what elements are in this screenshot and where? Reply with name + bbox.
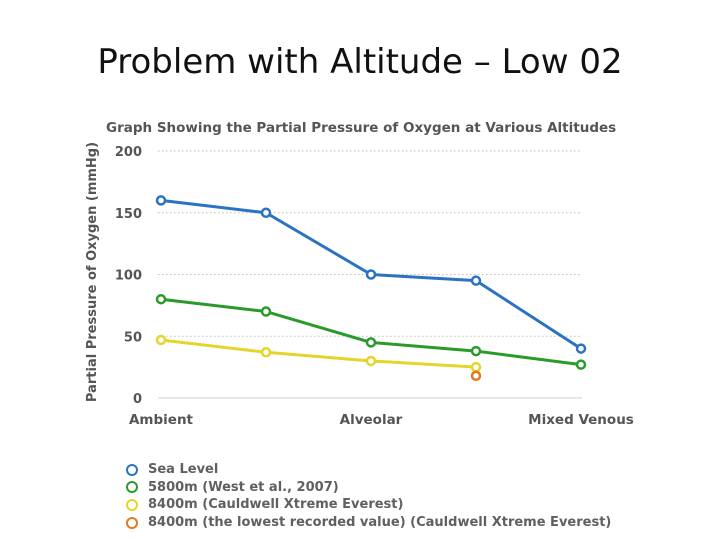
y-tick-label: 150 [115,207,142,222]
legend-label: 8400m (Cauldwell Xtreme Everest) [148,497,404,513]
data-point [260,207,272,218]
data-point [470,370,482,382]
legend-marker-icon [126,516,138,529]
legend-marker-icon [126,498,138,511]
slide-title: Problem with Altitude – Low 02 [97,42,623,82]
chart-title: Graph Showing the Partial Pressure of Ox… [106,120,616,136]
data-point [260,347,272,358]
series-3 [470,370,482,382]
data-point [470,361,482,373]
legend-item: 8400m (Cauldwell Xtreme Everest) [126,496,611,514]
legend-label: 8400m (the lowest recorded value) (Cauld… [148,515,612,531]
axis-ticks: 0 50 100 150 200 Ambient Alveolar Mixed Venous [115,145,634,428]
y-axis-label: Partial Pressure of Oxygen (mmHg) [85,142,100,402]
data-point [365,337,377,348]
x-tick-label: Mixed Venous [528,412,634,428]
data-point [470,345,482,357]
series-0 [155,195,587,354]
x-tick-label: Ambient [129,412,194,428]
series-group [155,195,587,382]
legend-item: 8400m (the lowest recorded value) (Cauld… [126,514,611,532]
data-point [575,343,587,354]
series-line [159,338,478,369]
legend: Sea Level 5800m (West et al., 2007) 8400m … [126,461,611,531]
grid-lines [158,150,582,399]
series-2 [155,334,482,373]
legend-label: 5800m (West et al., 2007) [148,479,339,495]
series-1 [155,293,587,370]
data-point [155,195,167,206]
data-point [365,355,377,367]
data-point [260,306,272,317]
legend-label: Sea Level [148,462,219,478]
data-point [365,269,377,280]
legend-item: 5800m (West et al., 2007) [126,479,611,497]
y-tick-label: 200 [115,145,142,160]
y-tick-label: 50 [124,330,142,345]
legend-marker-icon [126,463,138,476]
legend-item: Sea Level [126,461,611,479]
data-point [155,293,167,305]
y-tick-label: 0 [133,392,142,407]
legend-marker-icon [126,481,138,494]
data-point [155,334,167,346]
data-point [470,275,482,286]
data-point [575,359,587,370]
y-tick-label: 100 [115,269,142,284]
x-tick-label: Alveolar [340,412,403,428]
